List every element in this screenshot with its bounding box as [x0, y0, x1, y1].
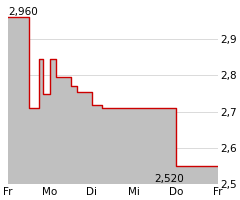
Text: 2,960: 2,960 — [8, 7, 38, 17]
Text: 2,520: 2,520 — [155, 174, 184, 184]
